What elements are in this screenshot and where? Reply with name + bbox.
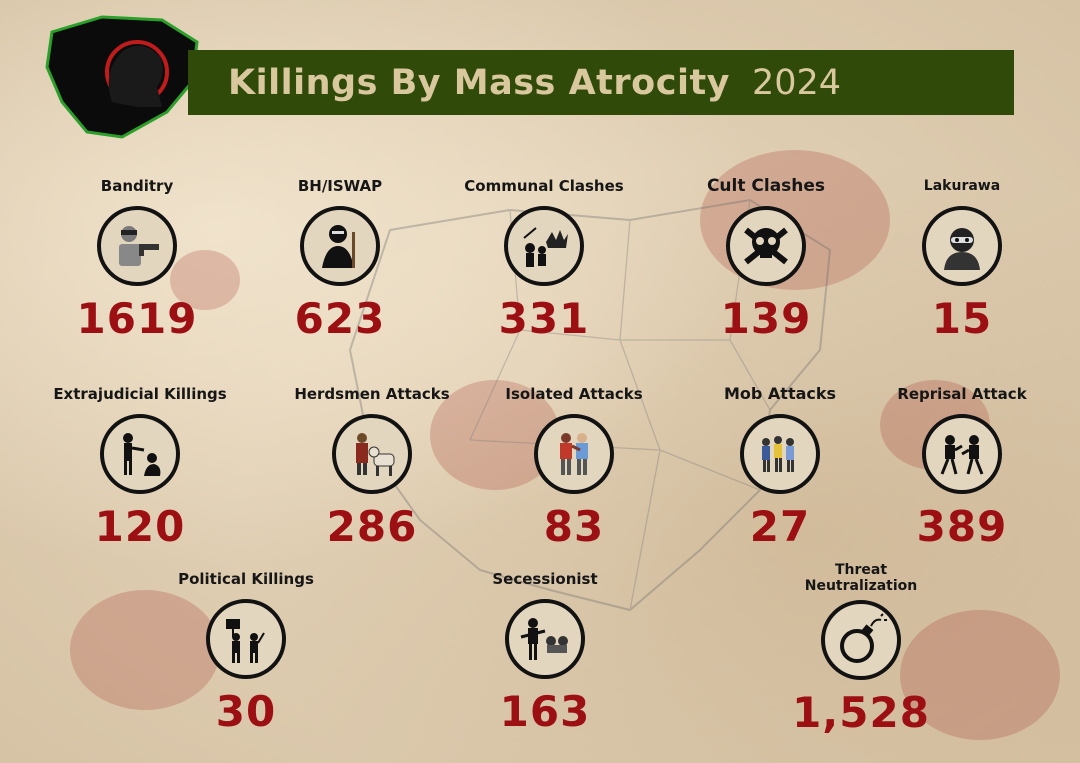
bomb-icon	[821, 600, 901, 680]
category-banditry: Banditry 1619	[37, 178, 237, 343]
category-label: Cult Clashes	[706, 176, 826, 196]
blood-stain	[900, 610, 1060, 740]
category-value: 1619	[76, 294, 198, 343]
category-value: 623	[294, 294, 386, 343]
nigeria-head-logo	[45, 15, 199, 139]
communal-clash-icon	[504, 206, 584, 286]
political-protest-icon	[206, 599, 286, 679]
mob-attack-icon	[740, 414, 820, 494]
extrajudicial-killing-icon	[100, 414, 180, 494]
category-value: 163	[499, 687, 591, 736]
category-secessionist: Secessionist 163	[445, 571, 645, 736]
category-value: 15	[931, 294, 993, 343]
category-label: BH/ISWAP	[297, 177, 383, 195]
category-label: Communal Clashes	[464, 177, 624, 195]
category-value: 331	[498, 294, 590, 343]
category-label: Political Killings	[178, 570, 314, 588]
category-isolated-attacks: Isolated Attacks 83	[474, 386, 674, 551]
title-banner: Killings By Mass Atrocity 2024	[188, 50, 1014, 115]
armed-militant-icon	[300, 206, 380, 286]
reprisal-fight-icon	[922, 414, 1002, 494]
bandit-gun-icon	[97, 206, 177, 286]
masked-robber-icon	[922, 206, 1002, 286]
category-political-killings: Political Killings 30	[146, 571, 346, 736]
herdsman-cattle-icon	[332, 414, 412, 494]
category-extrajudicial-killings: Extrajudicial Killings 120	[40, 386, 240, 551]
category-value: 27	[749, 502, 811, 551]
category-communal-clashes: Communal Clashes 331	[444, 178, 644, 343]
category-value: 389	[916, 502, 1008, 551]
category-label: Banditry	[100, 177, 174, 195]
category-value: 286	[326, 502, 418, 551]
isolated-attack-icon	[534, 414, 614, 494]
category-mob-attacks: Mob Attacks 27	[680, 384, 880, 552]
category-label: Reprisal Attack	[897, 385, 1027, 403]
category-cult-clashes: Cult Clashes 139	[666, 176, 866, 344]
category-value: 1,528	[792, 688, 930, 737]
category-herdsmen-attacks: Herdsmen Attacks 286	[272, 386, 472, 551]
category-lakurawa: Lakurawa 15	[862, 178, 1062, 343]
category-value: 139	[720, 294, 812, 343]
category-value: 83	[543, 502, 605, 551]
category-label: Isolated Attacks	[505, 385, 643, 403]
page-year: 2024	[752, 62, 842, 103]
category-reprisal-attack: Reprisal Attack 389	[862, 386, 1062, 551]
blood-stain	[70, 590, 220, 710]
category-label: Herdsmen Attacks	[294, 385, 450, 403]
category-label: Threat Neutralization	[804, 562, 918, 594]
category-value: 120	[94, 502, 186, 551]
blood-stain	[170, 250, 240, 310]
category-label: Lakurawa	[923, 178, 1001, 194]
category-label: Extrajudicial Killings	[53, 385, 227, 403]
category-label: Mob Attacks	[723, 384, 837, 403]
category-value: 30	[215, 687, 277, 736]
skull-crossbones-icon	[726, 206, 806, 286]
secessionist-soldier-icon	[505, 599, 585, 679]
page-title: Killings By Mass Atrocity	[228, 62, 730, 103]
category-threat-neutralization: Threat Neutralization 1,528	[761, 562, 961, 737]
category-label: Secessionist	[492, 570, 598, 588]
category-bh-iswap: BH/ISWAP 623	[240, 178, 440, 343]
